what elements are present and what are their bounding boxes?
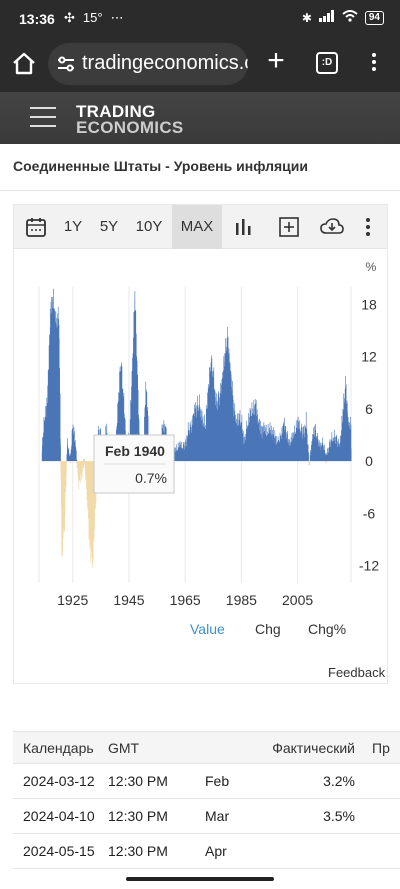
more-notifications-icon: ⋯ xyxy=(110,10,124,25)
download-icon[interactable] xyxy=(316,205,348,249)
col-reference xyxy=(205,731,248,764)
table-row[interactable]: 2024-04-10 12:30 PM Mar 3.5% xyxy=(13,798,400,834)
browser-menu-button[interactable] xyxy=(366,50,382,78)
row-ref: Feb xyxy=(205,763,248,799)
wifi-icon xyxy=(342,10,358,25)
row-ref: Apr xyxy=(205,833,248,869)
legend-value[interactable]: Value xyxy=(190,621,225,637)
add-indicator-icon[interactable] xyxy=(273,205,305,249)
bluetooth-icon: ✱ xyxy=(301,10,312,25)
tab-switcher-button[interactable]: :D xyxy=(316,52,338,74)
site-settings-icon xyxy=(58,56,74,72)
battery-icon: 94 xyxy=(364,10,384,25)
site-header: TRADING ECONOMICS xyxy=(0,92,400,144)
address-bar[interactable]: tradingeconomics.com xyxy=(48,43,248,85)
tooltip-value: 0.7% xyxy=(135,470,167,486)
feedback-link[interactable]: Feedback xyxy=(328,665,386,680)
legend-chg-pct[interactable]: Chg% xyxy=(308,621,347,637)
hamburger-menu-icon[interactable] xyxy=(30,107,56,129)
row-date: 2024-03-12 xyxy=(13,763,108,799)
y-tick-label: 6 xyxy=(365,401,373,417)
inflation-chart[interactable]: % 18 12 6 0 -6 -12 1925 1945 1965 1985 2005 Feb 1940… xyxy=(14,249,387,609)
y-tick-label: 18 xyxy=(361,296,377,312)
table-header-row: Календарь GMT Фактический Пр xyxy=(13,731,400,764)
row-previous xyxy=(360,833,400,869)
x-tick-label: 2005 xyxy=(282,592,313,608)
home-button[interactable] xyxy=(10,49,38,77)
legend-chg[interactable]: Chg xyxy=(255,621,281,637)
calendar-icon[interactable] xyxy=(20,205,52,249)
pinwheel-icon: ✣ xyxy=(64,10,75,25)
system-icons: ✱ 94 xyxy=(302,10,384,25)
row-date: 2024-05-15 xyxy=(13,833,108,869)
new-tab-button[interactable]: + xyxy=(267,44,285,77)
y-tick-label: -12 xyxy=(359,558,379,574)
col-calendar[interactable]: Календарь xyxy=(13,731,108,764)
negative-inflation-bars xyxy=(60,461,328,569)
status-bar: 13:36 ✣ 15° ⋯ ✱ 94 xyxy=(0,0,400,36)
range-1y-button[interactable]: 1Y xyxy=(63,218,83,235)
bar-chart-icon[interactable] xyxy=(228,205,258,249)
col-gmt[interactable]: GMT xyxy=(108,731,205,764)
positive-inflation-bars xyxy=(41,288,352,462)
signal-icon xyxy=(318,10,335,25)
chart-toolbar: 1Y 5Y 10Y MAX xyxy=(14,205,387,249)
row-time: 12:30 PM xyxy=(108,763,205,799)
unit-label: % xyxy=(366,260,377,274)
table-row[interactable]: 2024-03-12 12:30 PM Feb 3.2% xyxy=(13,763,400,799)
chart-more-icon[interactable] xyxy=(358,205,378,249)
y-tick-label: 0 xyxy=(365,453,373,469)
page-title: Соединенные Штаты - Уровень инфляции xyxy=(13,158,308,174)
notification-icons: ✣ 15° ⋯ xyxy=(64,10,124,26)
range-10y-button[interactable]: 10Y xyxy=(135,218,163,235)
site-logo[interactable]: TRADING ECONOMICS xyxy=(76,102,184,137)
clock: 13:36 xyxy=(19,11,55,27)
gesture-navigation-bar[interactable] xyxy=(126,877,274,881)
calendar-table: Календарь GMT Фактический Пр 2024-03-12 … xyxy=(13,731,400,869)
home-icon xyxy=(13,52,35,75)
x-tick-label: 1925 xyxy=(57,592,88,608)
x-tick-label: 1965 xyxy=(170,592,201,608)
url-text: tradingeconomics.com xyxy=(82,52,248,74)
row-time: 12:30 PM xyxy=(108,833,205,869)
x-tick-label: 1945 xyxy=(113,592,144,608)
col-actual[interactable]: Фактический xyxy=(248,731,360,764)
row-time: 12:30 PM xyxy=(108,798,205,834)
row-previous xyxy=(360,763,400,799)
range-5y-button[interactable]: 5Y xyxy=(99,218,119,235)
row-previous xyxy=(360,798,400,834)
y-tick-label: 12 xyxy=(361,349,377,365)
range-max-button[interactable]: MAX xyxy=(172,205,222,249)
browser-toolbar: tradingeconomics.com + :D xyxy=(0,36,400,92)
y-tick-label: -6 xyxy=(363,505,376,521)
tooltip-date: Feb 1940 xyxy=(105,443,165,459)
chart-card: 1Y 5Y 10Y MAX % 18 12 6 0 -6 -12 1925 1945 1965 19… xyxy=(13,204,388,684)
col-previous[interactable]: Пр xyxy=(360,731,400,764)
row-actual: 3.5% xyxy=(248,798,360,834)
row-actual xyxy=(248,833,360,869)
divider xyxy=(0,190,400,191)
x-tick-label: 1985 xyxy=(226,592,257,608)
row-actual: 3.2% xyxy=(248,763,360,799)
table-row[interactable]: 2024-05-15 12:30 PM Apr xyxy=(13,833,400,869)
row-ref: Mar xyxy=(205,798,248,834)
temperature: 15° xyxy=(82,10,103,25)
row-date: 2024-04-10 xyxy=(13,798,108,834)
